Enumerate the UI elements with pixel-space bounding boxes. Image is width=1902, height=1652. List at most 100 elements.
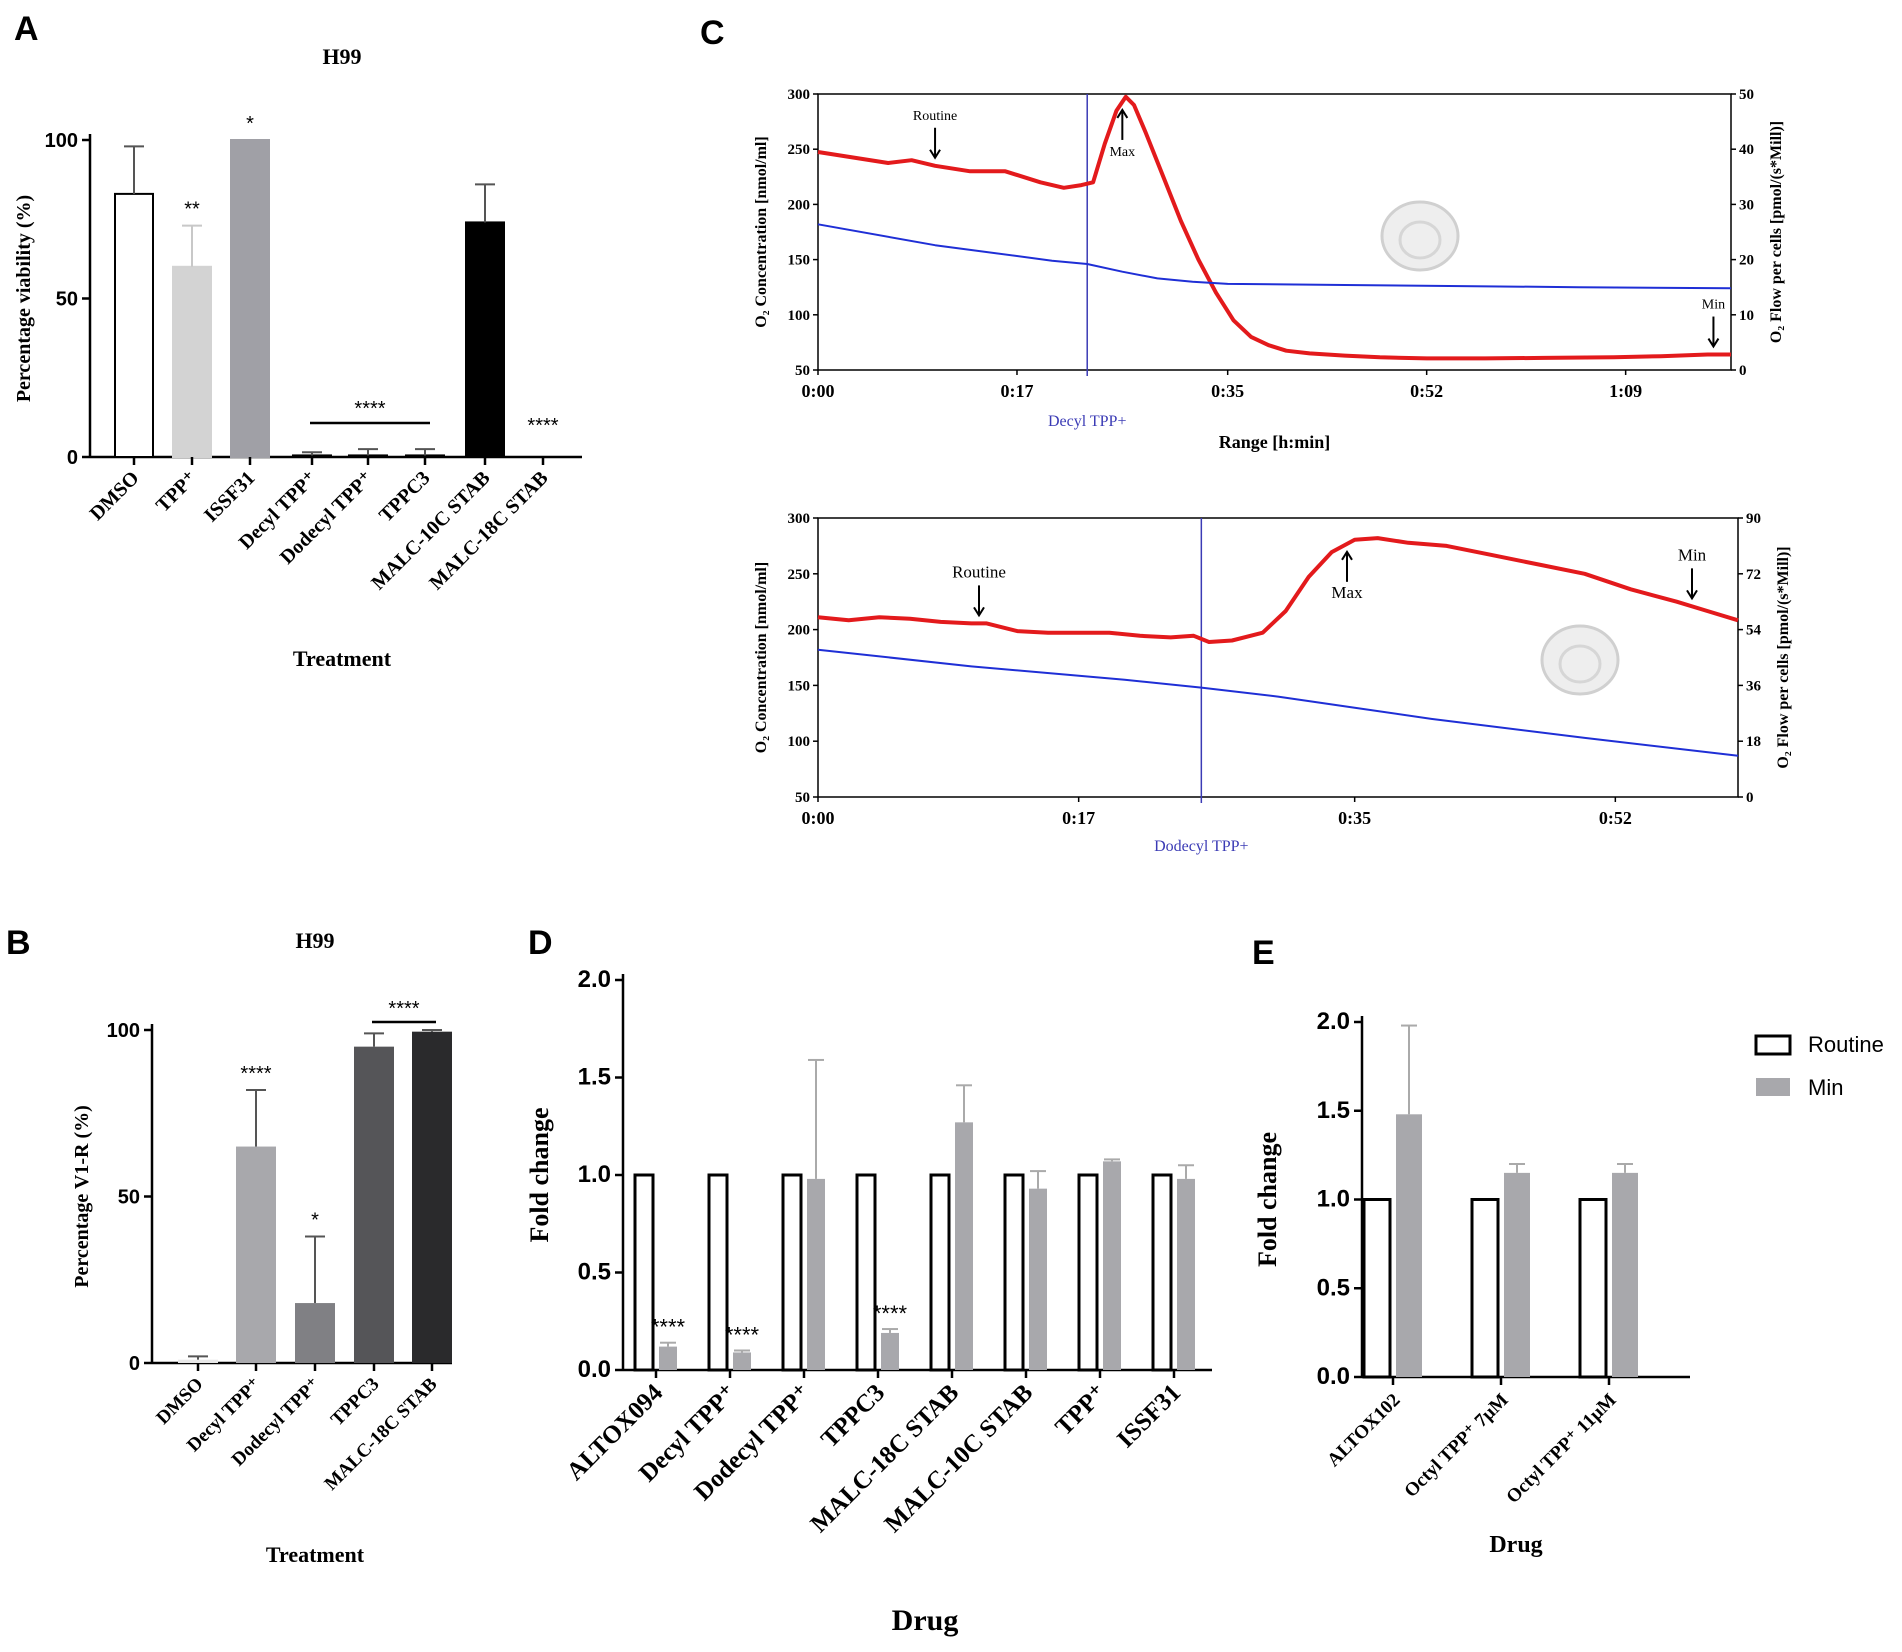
legend-routine-swatch — [1754, 1034, 1792, 1056]
y-tick-label: 0.0 — [1317, 1363, 1350, 1390]
min-arrowhead — [1707, 338, 1720, 349]
legend: Routine Min — [1754, 1032, 1884, 1100]
routine-arrowhead — [973, 606, 985, 618]
y-axis-label: Fold change — [525, 1107, 554, 1242]
bar-routine — [855, 1173, 877, 1372]
significance-label: **** — [873, 1301, 908, 1326]
routine-label: Routine — [952, 562, 1006, 581]
routine-arrowhead — [929, 149, 941, 160]
bar-min — [1177, 1178, 1195, 1370]
y-left-tick-label: 300 — [788, 87, 811, 103]
x-axis-label: Drug — [1489, 1532, 1542, 1558]
y-tick-label: 1.0 — [578, 1161, 611, 1188]
y-tick-label: 1.5 — [578, 1064, 611, 1091]
bar-min — [1029, 1188, 1047, 1370]
y-right-tick-label: 10 — [1739, 308, 1754, 324]
y-tick-label: 2.0 — [578, 966, 611, 993]
y-right-tick-label: 72 — [1746, 567, 1761, 583]
x-tick-label: TPPC3 — [327, 1374, 384, 1431]
panel-letter-d: D — [528, 924, 553, 962]
series-o2-flow — [817, 536, 1739, 644]
x-tick-label: TPP⁺ — [152, 467, 202, 517]
bar-min — [1504, 1172, 1530, 1377]
bar — [295, 1303, 335, 1363]
significance-label: **** — [725, 1323, 760, 1348]
x-tick-label: DMSO — [152, 1374, 207, 1429]
x-tick-label: 0:00 — [802, 381, 835, 401]
y-tick-label: 2.0 — [1317, 1008, 1350, 1035]
y-axis-label: Percentage viability (%) — [13, 195, 35, 402]
bar — [292, 454, 332, 459]
x-tick-label: 0:17 — [1000, 381, 1033, 401]
panel-letter-c: C — [700, 14, 725, 52]
bar-min — [1396, 1114, 1422, 1377]
y-left-tick-label: 300 — [788, 511, 811, 527]
y-left-tick-label: 150 — [788, 678, 811, 694]
series-o2-flow — [817, 94, 1731, 361]
y-tick-label: 1.0 — [1317, 1186, 1350, 1213]
bar — [172, 265, 212, 458]
x-tick-label: 1:09 — [1609, 381, 1642, 401]
y-left-tick-label: 200 — [788, 197, 811, 213]
y-right-axis-label: O₂ Flow per cells [pmol/(s*Mill)] — [1768, 121, 1785, 343]
max-label: Max — [1331, 583, 1363, 602]
x-tick-label: ISSF31 — [1112, 1379, 1186, 1453]
bar-routine — [929, 1173, 951, 1372]
y-right-tick-label: 30 — [1739, 197, 1754, 213]
y-right-tick-label: 54 — [1746, 623, 1762, 639]
watermark-logo-inner — [1398, 220, 1442, 260]
injection-marker-label: Dodecyl TPP+ — [1154, 838, 1249, 855]
bar-routine — [1578, 1198, 1608, 1379]
panel-b-title: H99 — [295, 928, 334, 953]
y-right-tick-label: 50 — [1739, 87, 1754, 103]
y-left-tick-label: 250 — [788, 567, 811, 583]
plot-frame — [817, 517, 1739, 798]
x-tick-label: TPP⁺ — [1050, 1379, 1112, 1441]
bar-routine — [707, 1173, 729, 1372]
bar — [230, 139, 270, 458]
x-tick-label: 0:35 — [1338, 808, 1371, 828]
x-tick-label: 0:52 — [1410, 381, 1443, 401]
bar-min — [955, 1122, 973, 1370]
y-left-axis-label: O₂ Concentration [nmol/ml] — [753, 562, 770, 753]
x-tick-label: 0:52 — [1599, 808, 1632, 828]
watermark-logo — [1380, 200, 1460, 272]
bar-routine — [1077, 1173, 1099, 1372]
significance-group-label: **** — [388, 998, 419, 1020]
x-axis-label: Drug — [892, 1604, 959, 1637]
x-tick-label: Octyl TPP⁺ 7μM — [1400, 1390, 1512, 1502]
panel-a-title: H99 — [322, 44, 361, 69]
series-o2-concentration — [817, 648, 1739, 757]
bar-routine — [781, 1173, 803, 1372]
x-tick-label: MALC-18C STAB — [321, 1373, 442, 1494]
x-tick-label: DMSO — [86, 467, 144, 525]
bar — [114, 192, 154, 458]
y-right-tick-label: 0 — [1746, 790, 1754, 806]
chart-c-bottom-oxygraph: 50 100 150 200 250 300 0 18 36 54 72 90 0:00 0:17 0:35… — [753, 511, 1792, 855]
bar — [348, 454, 388, 459]
max-arrowhead — [1116, 108, 1129, 119]
x-tick-label: TPPC3 — [816, 1379, 890, 1453]
panel-letter-b: B — [6, 924, 31, 962]
panel-letter-a: A — [14, 10, 39, 48]
y-tick-label: 0.5 — [578, 1259, 611, 1286]
y-right-tick-label: 20 — [1739, 253, 1754, 269]
y-left-tick-label: 100 — [788, 308, 811, 324]
y-right-tick-label: 36 — [1746, 678, 1762, 694]
x-axis-label: Treatment — [266, 1542, 365, 1567]
chart-c-top-oxygraph: 50 100 150 200 250 300 0 10 20 30 40 50 0:00 0:17 0:35… — [753, 87, 1785, 452]
series-o2-concentration — [817, 223, 1732, 290]
bar — [236, 1146, 276, 1363]
min-arrowhead — [1686, 589, 1698, 601]
bar-routine — [1470, 1198, 1500, 1379]
max-arrowhead — [1341, 549, 1353, 561]
y-left-tick-label: 50 — [795, 790, 810, 806]
bar-min — [881, 1332, 899, 1370]
y-right-axis-label: O₂ Flow per cells [pmol/(s*Mill)] — [1775, 546, 1792, 768]
watermark-logo-inner — [1558, 644, 1602, 684]
bar-routine — [1003, 1173, 1025, 1372]
